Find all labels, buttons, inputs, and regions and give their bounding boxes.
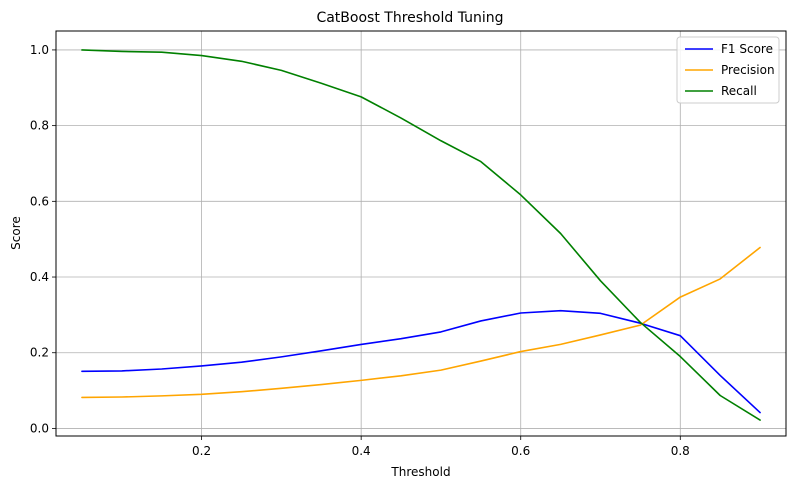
series-line-precision [81,246,761,399]
legend-label-f1-score: F1 Score [721,42,773,56]
y-tick-label: 1.0 [30,43,49,57]
grid [56,31,786,436]
legend-label-recall: Recall [721,84,757,98]
x-tick-label: 0.8 [671,444,690,458]
y-tick-label: 0.0 [30,421,49,435]
x-tick-label: 0.4 [352,444,371,458]
legend: F1 Score Precision Recall [676,36,780,104]
legend-box [676,36,780,104]
x-axis-ticks: 0.2 0.4 0.6 0.8 [192,436,690,458]
chart-title: CatBoost Threshold Tuning [316,10,503,26]
y-tick-label: 0.8 [30,119,49,133]
x-tick-label: 0.6 [511,444,530,458]
y-axis-ticks: 0.0 0.2 0.4 0.6 0.8 1.0 [30,43,56,435]
y-tick-label: 0.2 [30,346,49,360]
series-layer [81,49,761,421]
legend-label-precision: Precision [721,63,775,77]
y-tick-label: 0.4 [30,270,49,284]
y-axis-label: Score [9,216,23,250]
plot-frame [55,30,787,437]
x-axis-label: Threshold [390,465,450,479]
y-tick-label: 0.6 [30,194,49,208]
x-tick-label: 0.2 [192,444,211,458]
series-line-recall [81,49,761,421]
series-line-f1-score [81,309,761,414]
